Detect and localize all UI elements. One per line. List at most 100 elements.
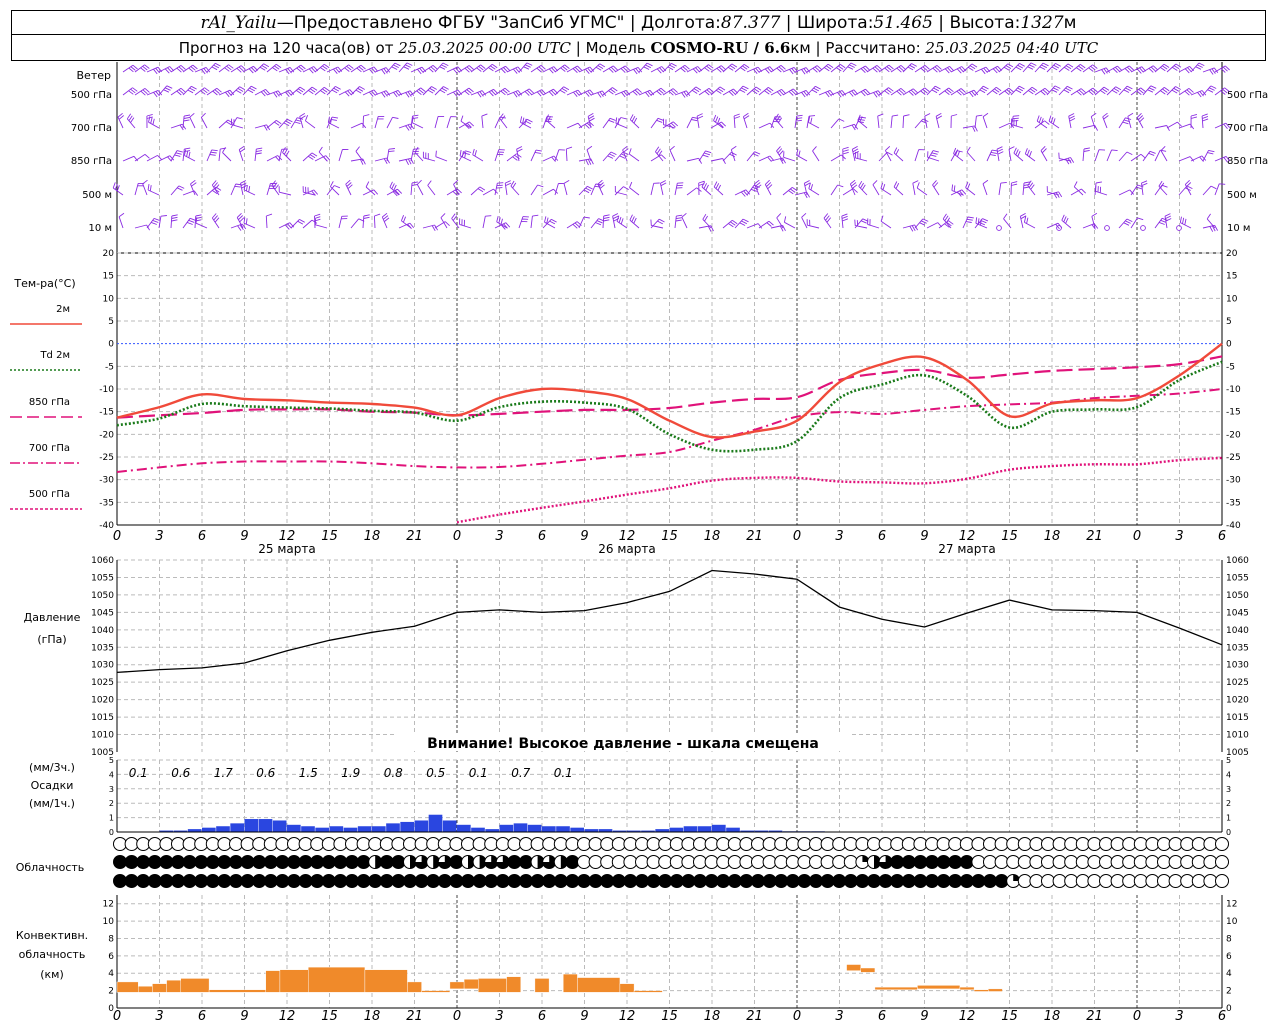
cloud-cover-icon [368, 837, 383, 851]
wind-barb-icon [1040, 145, 1048, 162]
wind-barb-icon [783, 216, 796, 229]
wind-barb-icon [158, 66, 175, 74]
wind-barb-icon [1190, 90, 1207, 98]
cloud-cover-icon [797, 874, 812, 888]
wind-barb-icon [1160, 145, 1168, 162]
cloud-cover-icon [774, 874, 789, 888]
wind-barb-icon [170, 65, 186, 73]
cloud-cover-icon [449, 874, 464, 888]
cloud-cover-icon [217, 837, 232, 851]
wind-barb-icon [982, 179, 989, 196]
model-unit: км [790, 38, 811, 57]
wind-barb-icon [1142, 150, 1156, 162]
wind-barb-icon [733, 113, 741, 129]
precip-3h-sum: 0.1 [129, 766, 148, 780]
cloud-cover-icon [1157, 837, 1171, 851]
wind-barb-icon [722, 63, 738, 73]
wind-barb-icon [722, 88, 739, 97]
wind-barb-icon [195, 217, 208, 229]
cloud-cover-icon [681, 874, 696, 888]
wind-barb-icon [459, 218, 472, 229]
cloud-cover-icon [994, 837, 1009, 851]
wind-barb-icon [854, 219, 868, 229]
wind-barb-icon [563, 180, 570, 196]
wind-barb-icon [966, 146, 976, 162]
conv-cloud-bar [152, 983, 167, 993]
wind-barb-icon [1214, 87, 1230, 96]
cloud-cover-icon [843, 837, 858, 851]
cloud-cover-icon [542, 855, 557, 869]
calm-wind-icon [1056, 225, 1062, 231]
precip-bar [442, 820, 457, 832]
wind-barb-icon [451, 213, 460, 229]
cloud-cover-icon [136, 874, 151, 888]
temp-ytick-left: 15 [103, 272, 114, 282]
wind-barb-icon [841, 213, 849, 229]
wind-barb-icon [1184, 179, 1192, 196]
wind-barb-icon [242, 85, 257, 96]
cloud-cover-icon [716, 837, 731, 851]
wind-level-label: 500 гПа [71, 90, 112, 101]
wind-barb-icon [434, 62, 449, 73]
wind-barb-icon [530, 65, 546, 73]
precip-bar [485, 829, 499, 832]
temp-ytick-left: -15 [99, 408, 114, 418]
wind-barb-icon [1214, 155, 1231, 163]
wind-barb-icon [1003, 213, 1012, 229]
wind-barb-icon [806, 115, 816, 129]
model-name: COSMO-RU / 6.6 [650, 38, 791, 57]
cloud-cover-icon [345, 874, 359, 888]
wind-barb-icon [710, 65, 726, 73]
temp-ytick-left: -35 [99, 498, 114, 508]
wind-barb-icon [914, 218, 929, 229]
wind-barb-icon [938, 66, 955, 74]
cloud-cover-icon [1075, 874, 1090, 888]
cloud-cover-icon [1006, 855, 1021, 869]
wind-barb-icon [857, 114, 868, 129]
legend-label: 500 гПа [29, 489, 70, 500]
cloud-cover-icon [298, 874, 313, 888]
wind-barb-icon [842, 146, 849, 162]
conv-ytick-right: 10 [1226, 917, 1238, 927]
cloud-cover-icon [971, 837, 986, 851]
wind-barb-icon [118, 212, 125, 229]
wind-barb-icon [890, 65, 906, 73]
latitude-label: Широта: [796, 12, 874, 33]
cloud-cover-icon [1087, 837, 1102, 851]
pressure-ytick-right: 1040 [1226, 626, 1249, 636]
pressure-ytick-left: 1050 [91, 591, 114, 601]
wind-barb-icon [1166, 86, 1181, 96]
wind-barb-icon [914, 149, 925, 162]
wind-barb-icon [554, 86, 570, 96]
wind-barb-icon [398, 62, 413, 73]
cloud-cover-icon [263, 874, 278, 888]
hour-tick-label: 18 [1044, 1009, 1061, 1024]
cloud-cover-icon [1180, 837, 1195, 851]
cloud-cover-icon [901, 874, 916, 888]
cloud-cover-icon [553, 855, 568, 869]
wind-barb-icon [842, 188, 858, 196]
precip-3h-sum: 1.5 [299, 766, 318, 780]
cloud-cover-icon [1052, 855, 1067, 869]
hour-tick-label: 6 [538, 1009, 546, 1024]
temp-ytick-right: -15 [1226, 408, 1241, 418]
precip-ytick-right: 1 [1226, 814, 1231, 823]
wind-barb-icon [713, 114, 724, 129]
cloud-cover-icon [124, 837, 139, 851]
wind-barb-icon [770, 116, 782, 129]
precip-3h-sum: 0.7 [511, 766, 530, 780]
temp-ytick-left: 5 [108, 317, 114, 327]
wind-barb-icon [362, 89, 379, 97]
cloud-cover-icon [275, 855, 290, 869]
precip-ytick-left: 4 [109, 770, 114, 779]
cloud-cover-icon [333, 837, 348, 851]
wind-barb-icon [545, 114, 556, 129]
precip-3h-sum: 0.5 [426, 766, 445, 780]
wind-barb-icon [754, 179, 762, 196]
temp-ytick-right: -40 [1226, 521, 1241, 531]
cloud-cover-icon [774, 837, 789, 851]
wind-barb-icon [1094, 149, 1106, 162]
wind-barb-icon [1154, 63, 1170, 73]
conv-cloud-bar [308, 966, 366, 993]
cloud-cover-icon [936, 874, 951, 888]
